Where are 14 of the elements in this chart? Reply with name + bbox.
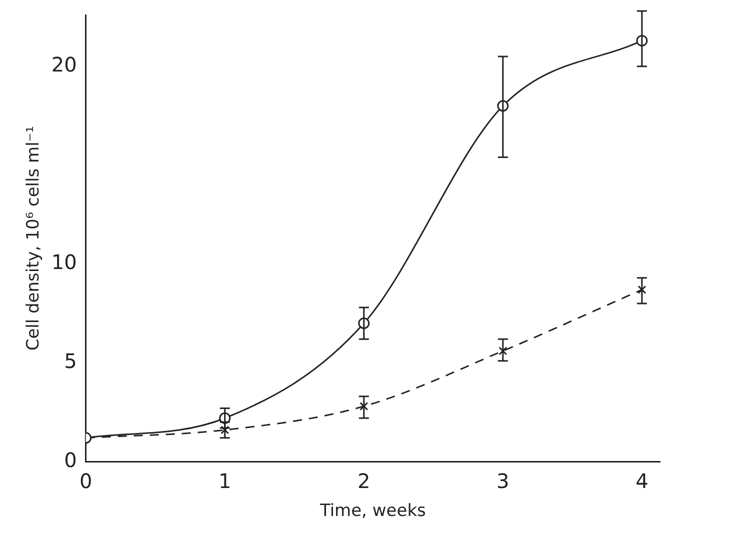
y-tick-label: 0 [64, 448, 77, 472]
y-tick-label: 10 [51, 250, 77, 274]
y-axis-title: Cell density, 10⁶ cells ml⁻¹ [24, 126, 44, 351]
x-tick-label: 3 [496, 468, 510, 493]
x-tick-label: 2 [358, 468, 370, 493]
y-tick-label: 5 [64, 349, 77, 373]
point [638, 285, 646, 294]
x-tick-label: 1 [218, 468, 232, 493]
x-tick-label: 4 [636, 468, 648, 493]
x-axis-title: Time, weeks [318, 501, 426, 522]
x-tick-label: 0 [79, 468, 92, 493]
point [498, 346, 508, 356]
point [360, 402, 368, 411]
y-tick-label: 20 [51, 52, 77, 77]
